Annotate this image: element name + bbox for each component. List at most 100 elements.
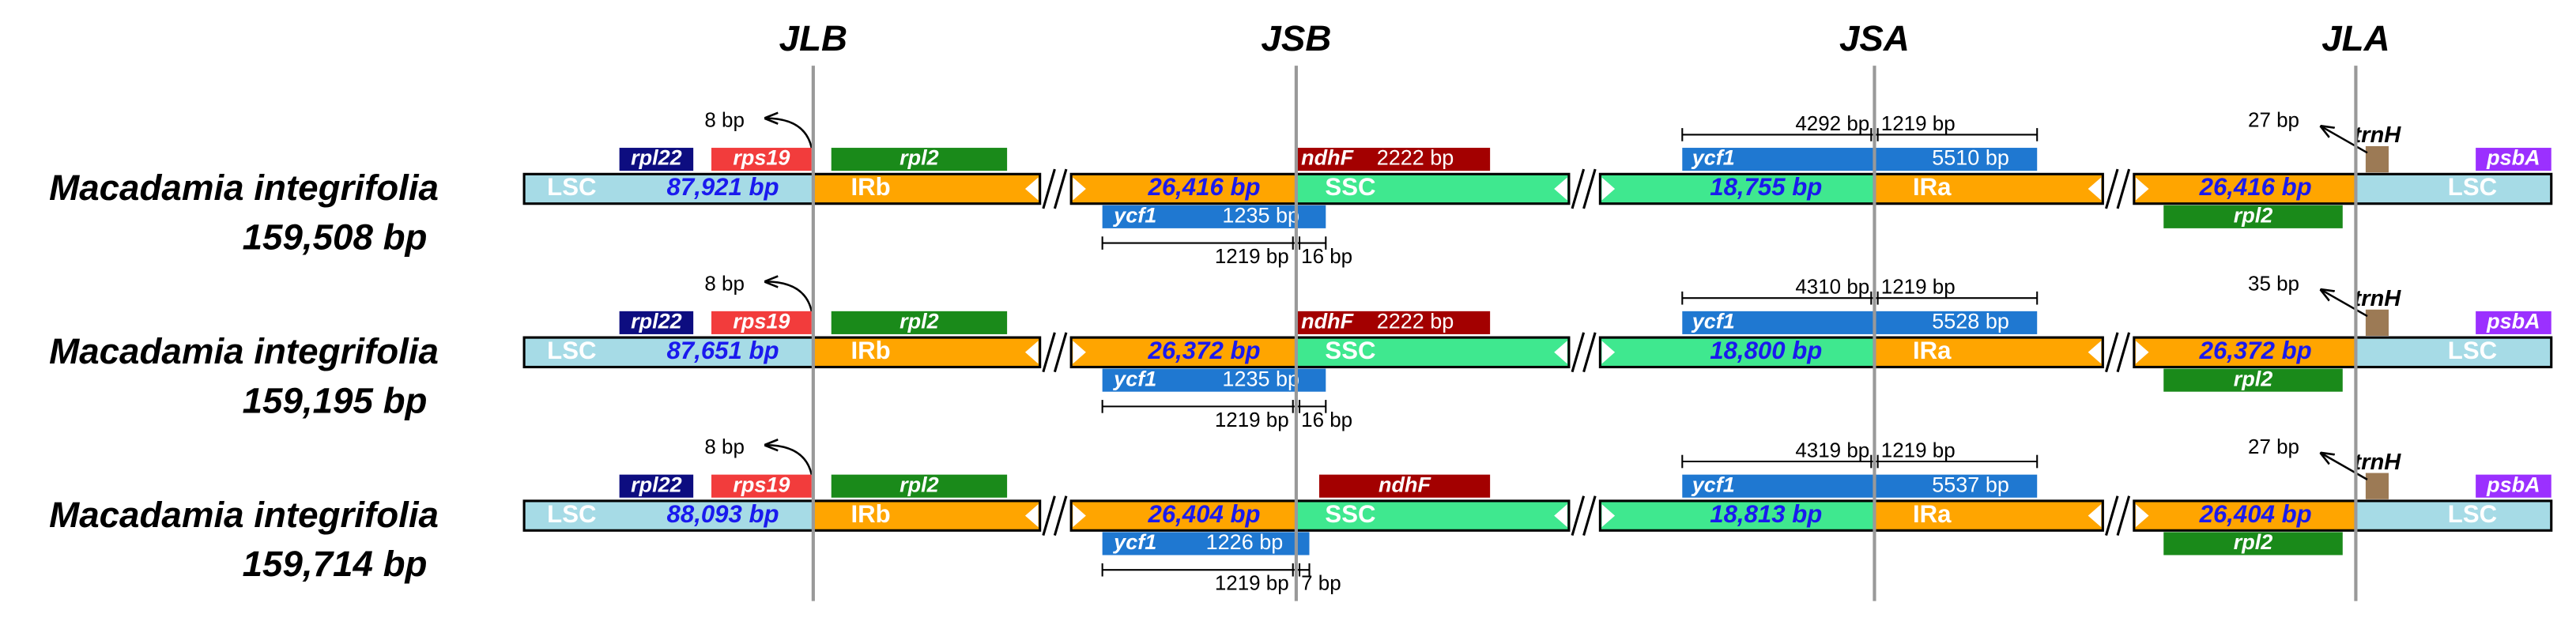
- region-label: LSC: [547, 173, 596, 201]
- region-label: IRa: [1913, 500, 1952, 528]
- gene-label: ycf1: [1112, 203, 1156, 227]
- break-mark: [1571, 168, 1586, 209]
- break-mark: [1571, 332, 1586, 373]
- gene-box: [1682, 474, 2038, 498]
- region-label: SSC: [1325, 500, 1375, 528]
- region-label: IRb: [851, 173, 891, 201]
- gene-label: ycf1: [1112, 367, 1156, 390]
- gene-label: rpl2: [900, 146, 939, 170]
- notch: [2135, 504, 2149, 528]
- break-mark: [2116, 332, 2131, 373]
- notch: [2088, 341, 2102, 364]
- region-segment: [1873, 499, 2104, 532]
- region-label: IRb: [851, 500, 891, 528]
- region-label: SSC: [1325, 337, 1375, 364]
- gene-label: ycf1: [1691, 473, 1735, 496]
- gene-label: ycf1: [1691, 310, 1735, 333]
- region-segment: [522, 336, 815, 369]
- distance-label: 1219 bp: [1215, 571, 1289, 595]
- distance-label: 27 bp: [2248, 435, 2299, 458]
- gene-length: 1235 bp: [1222, 203, 1299, 227]
- region-length: 26,416 bp: [1147, 173, 1260, 201]
- distance-label: 1219 bp: [1881, 275, 1956, 299]
- genome-size: 159,195 bp: [243, 380, 428, 420]
- distance-label: 35 bp: [2248, 271, 2299, 295]
- break-mark: [1042, 168, 1056, 209]
- region-label: LSC: [547, 337, 596, 364]
- gene-box: [619, 311, 694, 334]
- gene-label: trnH: [2354, 286, 2402, 311]
- region-segment: [2133, 336, 2357, 369]
- gene-label: rpl2: [2234, 367, 2273, 390]
- region-label: LSC: [2448, 337, 2497, 364]
- gene-box: [2163, 368, 2343, 392]
- distance-label: 4292 bp: [1795, 111, 1869, 135]
- distance-label: 7 bp: [1301, 571, 1341, 595]
- gene-box: [619, 148, 694, 171]
- gene-label: rpl2: [2234, 530, 2273, 554]
- region-label: IRa: [1913, 337, 1952, 364]
- distance-label: 1219 bp: [1881, 111, 1956, 135]
- junction-label: JSA: [1839, 18, 1910, 58]
- gene-box: [711, 311, 812, 334]
- gene-box: [831, 474, 1008, 498]
- gene-label: rpl22: [631, 146, 682, 170]
- region-length: 26,372 bp: [1147, 337, 1260, 364]
- gene-box: [1296, 311, 1491, 334]
- gene-box: [1682, 148, 2038, 171]
- species-name: Macadamia integrifolia: [49, 495, 439, 535]
- gene-box: [2163, 532, 2343, 556]
- gene-length: 5528 bp: [1932, 310, 2009, 333]
- notch: [1073, 177, 1086, 201]
- gene-label: rpl2: [900, 310, 939, 333]
- gene-label: trnH: [2354, 450, 2402, 475]
- break-mark: [2116, 495, 2131, 536]
- gene-length: 5510 bp: [1932, 146, 2009, 170]
- region-label: IRa: [1913, 173, 1952, 201]
- notch: [1554, 341, 1567, 364]
- gene-box: [1102, 368, 1326, 392]
- notch: [2135, 341, 2149, 364]
- gene-box: [619, 474, 694, 498]
- break-mark: [1582, 495, 1597, 536]
- region-label: IRb: [851, 337, 891, 364]
- break-mark: [2105, 495, 2119, 536]
- gap-arrow: [2321, 126, 2368, 154]
- region-length: 26,404 bp: [1147, 500, 1260, 528]
- region-segment: [1069, 172, 1298, 205]
- break-mark: [1582, 332, 1597, 373]
- junction-label: JSB: [1261, 18, 1331, 58]
- region-label: LSC: [547, 500, 596, 528]
- junction-label: JLA: [2321, 18, 2389, 58]
- species-name: Macadamia integrifolia: [49, 168, 439, 208]
- gene-label: psbA: [2486, 310, 2540, 333]
- notch: [2088, 177, 2102, 201]
- genome-size: 159,714 bp: [243, 544, 428, 584]
- gap-arrow: [2321, 290, 2368, 318]
- region-label: LSC: [2448, 173, 2497, 201]
- notch: [1024, 341, 1039, 364]
- notch: [1554, 504, 1567, 528]
- gene-label: ndhF: [1301, 146, 1354, 170]
- region-length: 88,093 bp: [667, 500, 779, 528]
- species-name: Macadamia integrifolia: [49, 331, 439, 371]
- gene-box: [2476, 474, 2551, 498]
- gene-label: rps19: [733, 146, 790, 170]
- break-mark: [1042, 332, 1056, 373]
- gene-label: ndhF: [1301, 310, 1354, 333]
- break-mark: [2105, 168, 2119, 209]
- gene-box: [831, 311, 1008, 334]
- region-length: 26,416 bp: [2199, 173, 2312, 201]
- gene-label: ycf1: [1112, 530, 1156, 554]
- gap-arrow: [766, 445, 813, 475]
- break-mark: [1582, 168, 1597, 209]
- gene-box: [1318, 474, 1491, 498]
- gene-box: [1102, 532, 1310, 556]
- gene-label: rpl22: [631, 473, 682, 496]
- distance-label: 16 bp: [1301, 244, 1352, 268]
- gene-label: rpl22: [631, 310, 682, 333]
- break-mark: [1053, 168, 1068, 209]
- gene-label: psbA: [2486, 473, 2540, 496]
- gene-length: 1226 bp: [1206, 530, 1284, 554]
- region-length: 26,372 bp: [2199, 337, 2312, 364]
